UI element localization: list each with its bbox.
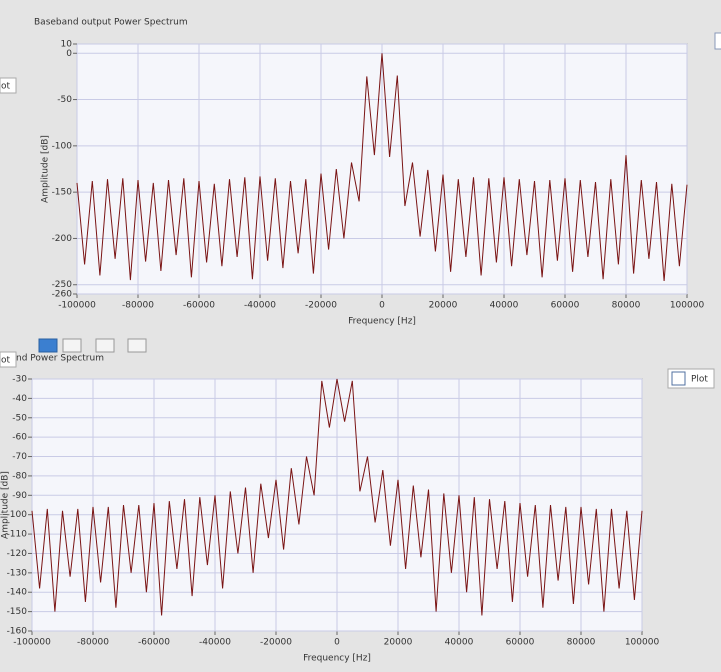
y-tick-label: 0 bbox=[66, 49, 72, 59]
y-tick-label: -130 bbox=[7, 568, 28, 578]
x-tick-label: 40000 bbox=[490, 301, 519, 311]
plot-icon[interactable] bbox=[714, 32, 721, 50]
x-axis-label: Frequency [Hz] bbox=[348, 317, 416, 327]
y-tick-label: -140 bbox=[7, 588, 28, 598]
zoom-tool[interactable] bbox=[95, 338, 115, 353]
y-tick-label: -90 bbox=[12, 491, 27, 501]
left-tab bbox=[0, 351, 17, 368]
x-tick-label: 80000 bbox=[567, 638, 596, 648]
x-tick-label: 40000 bbox=[445, 638, 474, 648]
x-tick-label: 20000 bbox=[429, 301, 458, 311]
x-tick-label: 100000 bbox=[625, 638, 660, 648]
y-tick-label: -60 bbox=[12, 433, 27, 443]
y-tick-label: 10 bbox=[61, 40, 73, 50]
x-tick-label: 20000 bbox=[384, 638, 413, 648]
x-tick-label: 100000 bbox=[670, 301, 705, 311]
left-tab-label: ot bbox=[1, 356, 11, 366]
x-tick-label: 0 bbox=[379, 301, 385, 311]
chart-title: nd Power Spectrum bbox=[16, 354, 104, 364]
left-tab[interactable] bbox=[0, 77, 17, 94]
y-tick-label: -100 bbox=[52, 141, 73, 151]
x-tick-label: -40000 bbox=[244, 301, 276, 311]
pan-tool[interactable] bbox=[62, 338, 82, 353]
x-tick-label: -80000 bbox=[122, 301, 154, 311]
y-axis-label: Amplitude [dB] bbox=[1, 471, 11, 539]
x-axis-label: Frequency [Hz] bbox=[303, 654, 371, 664]
y-tick-label: -150 bbox=[52, 188, 73, 198]
y-axis-label: Amplitude [dB] bbox=[41, 135, 51, 203]
x-tick-label: -40000 bbox=[199, 638, 231, 648]
y-tick-label: -50 bbox=[57, 95, 72, 105]
plot-tool[interactable] bbox=[127, 338, 147, 353]
x-tick-label: -60000 bbox=[138, 638, 170, 648]
spectrum-line bbox=[76, 53, 688, 282]
x-tick-label: -20000 bbox=[305, 301, 337, 311]
x-tick-label: 80000 bbox=[612, 301, 641, 311]
y-tick-label: -80 bbox=[12, 471, 27, 481]
y-tick-label: -30 bbox=[12, 375, 27, 385]
x-tick-label: -80000 bbox=[77, 638, 109, 648]
spectrum-line bbox=[31, 378, 643, 616]
x-tick-label: 60000 bbox=[551, 301, 580, 311]
left-tab-label: ot bbox=[1, 82, 11, 92]
chart-title: Baseband output Power Spectrum bbox=[34, 18, 188, 28]
x-tick-label: -60000 bbox=[183, 301, 215, 311]
x-tick-label: -100000 bbox=[13, 638, 51, 648]
y-tick-label: -100 bbox=[7, 510, 28, 520]
x-tick-label: -20000 bbox=[260, 638, 292, 648]
y-tick-label: -150 bbox=[7, 607, 28, 617]
y-tick-label: -120 bbox=[7, 549, 28, 559]
y-tick-label: -260 bbox=[52, 290, 73, 300]
plot-button-label: Plot bbox=[691, 375, 708, 385]
y-tick-label: -40 bbox=[12, 394, 27, 404]
plot-button-icon bbox=[671, 371, 686, 386]
y-tick-label: -50 bbox=[12, 413, 27, 423]
y-tick-label: -70 bbox=[12, 452, 27, 462]
y-tick-label: -160 bbox=[7, 627, 28, 637]
cursor-tool[interactable] bbox=[38, 338, 58, 353]
x-tick-label: -100000 bbox=[58, 301, 96, 311]
y-tick-label: -110 bbox=[7, 530, 28, 540]
x-tick-label: 0 bbox=[334, 638, 340, 648]
x-tick-label: 60000 bbox=[506, 638, 535, 648]
toolbar bbox=[38, 338, 147, 353]
y-tick-label: -250 bbox=[52, 280, 73, 290]
y-tick-label: -200 bbox=[52, 234, 73, 244]
